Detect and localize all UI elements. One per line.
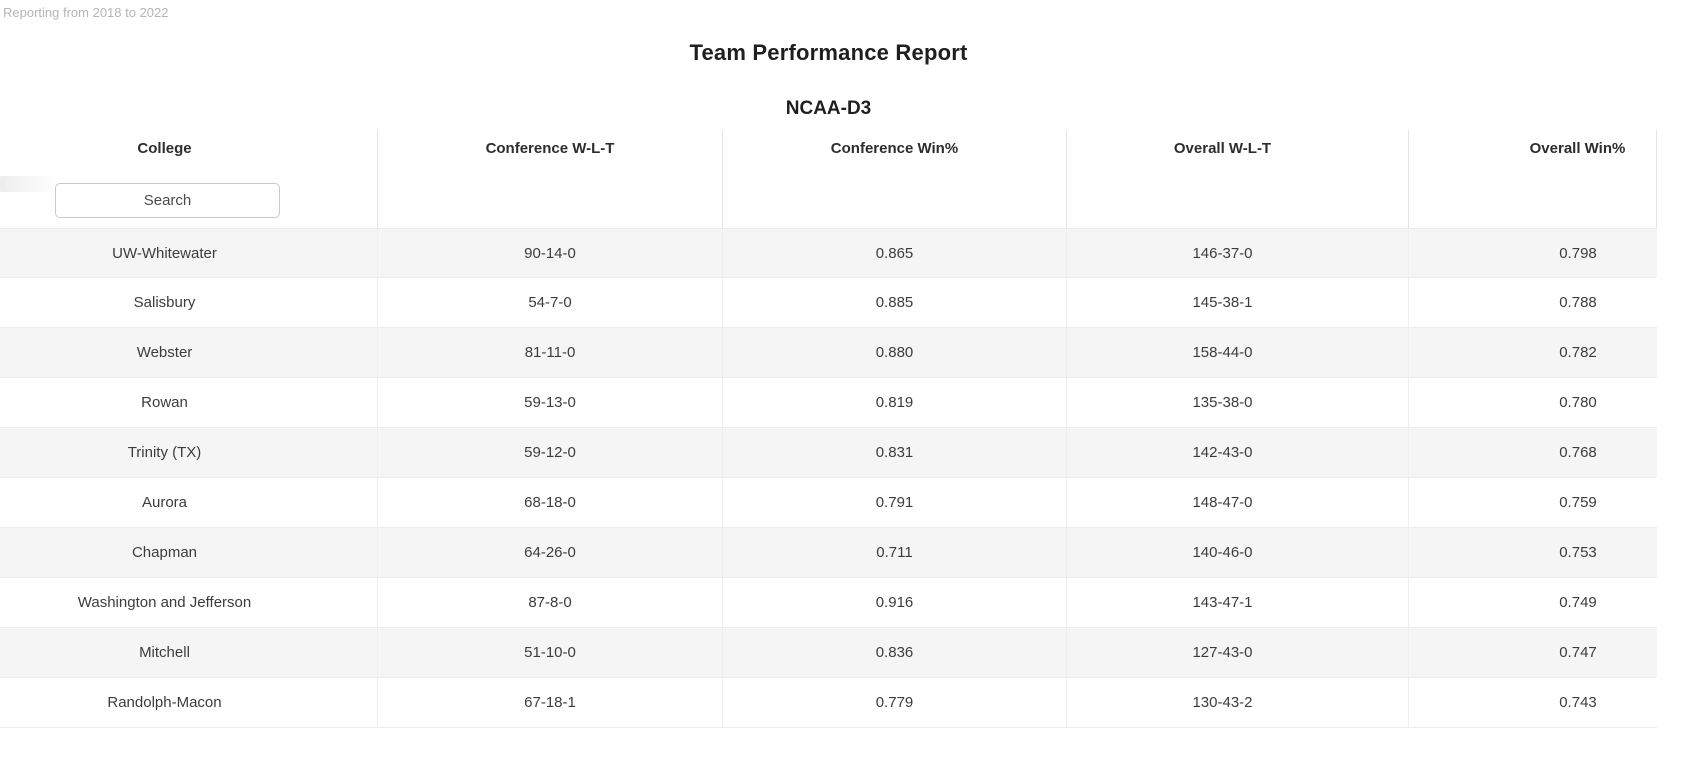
cell-overall-wlt: 148-47-0 — [1067, 478, 1409, 527]
table-row: Webster 81-11-0 0.880 158-44-0 0.782 — [0, 328, 1657, 378]
page-subtitle: NCAA-D3 — [785, 98, 872, 119]
cell-college: Aurora — [0, 478, 378, 527]
cell-conference-winpct: 0.916 — [723, 578, 1067, 627]
table-row: Mitchell 51-10-0 0.836 127-43-0 0.747 — [0, 628, 1657, 678]
cell-conference-wlt: 81-11-0 — [378, 328, 723, 377]
table-row: Randolph-Macon 67-18-1 0.779 130-43-2 0.… — [0, 678, 1657, 728]
column-header-overall-winpct: Overall Win% — [1409, 130, 1657, 228]
cell-overall-winpct: 0.743 — [1559, 694, 1597, 711]
cell-overall-winpct: 0.759 — [1559, 494, 1597, 511]
cell-overall-winpct: 0.798 — [1559, 244, 1597, 262]
search-input[interactable] — [55, 183, 280, 218]
cell-overall-wlt: 158-44-0 — [1067, 328, 1409, 377]
cell-overall-wlt: 142-43-0 — [1067, 428, 1409, 477]
cell-overall-wlt: 143-47-1 — [1067, 578, 1409, 627]
column-header-conference-wlt: Conference W-L-T — [378, 130, 723, 228]
table-row: Aurora 68-18-0 0.791 148-47-0 0.759 — [0, 478, 1657, 528]
table-row: Chapman 64-26-0 0.711 140-46-0 0.753 — [0, 528, 1657, 578]
reporting-range-note: Reporting from 2018 to 2022 — [3, 5, 169, 20]
table-row: Washington and Jefferson 87-8-0 0.916 14… — [0, 578, 1657, 628]
cell-conference-winpct: 0.831 — [723, 428, 1067, 477]
column-header-overall-wlt: Overall W-L-T — [1067, 130, 1409, 228]
page-title: Team Performance Report — [689, 40, 968, 65]
cell-overall-winpct: 0.768 — [1559, 444, 1597, 461]
table-body: UW-Whitewater 90-14-0 0.865 146-37-0 0.7… — [0, 228, 1657, 728]
cell-college: Rowan — [0, 378, 378, 427]
cell-college: Mitchell — [0, 628, 378, 677]
cell-college: Washington and Jefferson — [0, 578, 378, 627]
cell-overall-winpct: 0.749 — [1559, 594, 1597, 611]
cell-conference-winpct: 0.779 — [723, 678, 1067, 727]
cell-conference-winpct: 0.836 — [723, 628, 1067, 677]
cell-conference-winpct: 0.791 — [723, 478, 1067, 527]
cell-college: Chapman — [0, 528, 378, 577]
cell-overall-wlt: 146-37-0 — [1067, 229, 1409, 277]
cell-college: Randolph-Macon — [0, 678, 378, 727]
table-header-row: College Conference W-L-T Conference Win%… — [0, 130, 1657, 228]
cell-overall-winpct: 0.747 — [1559, 644, 1597, 661]
cell-conference-winpct: 0.885 — [723, 278, 1067, 327]
cell-conference-wlt: 90-14-0 — [378, 229, 723, 277]
column-header-college: College — [0, 130, 378, 228]
cell-college: UW-Whitewater — [0, 229, 378, 277]
college-search-box — [55, 183, 280, 218]
cell-overall-winpct: 0.788 — [1559, 294, 1597, 311]
cell-conference-winpct: 0.880 — [723, 328, 1067, 377]
cell-conference-winpct: 0.865 — [723, 229, 1067, 277]
cell-overall-winpct: 0.753 — [1559, 544, 1597, 561]
cell-conference-wlt: 68-18-0 — [378, 478, 723, 527]
left-edge-shadow — [0, 176, 58, 192]
cell-conference-wlt: 59-12-0 — [378, 428, 723, 477]
table-row: Salisbury 54-7-0 0.885 145-38-1 0.788 — [0, 278, 1657, 328]
cell-conference-wlt: 59-13-0 — [378, 378, 723, 427]
cell-college: Webster — [0, 328, 378, 377]
cell-college: Salisbury — [0, 278, 378, 327]
cell-conference-wlt: 51-10-0 — [378, 628, 723, 677]
cell-conference-wlt: 54-7-0 — [378, 278, 723, 327]
team-performance-table: College Conference W-L-T Conference Win%… — [0, 130, 1657, 728]
cell-overall-wlt: 130-43-2 — [1067, 678, 1409, 727]
cell-conference-wlt: 64-26-0 — [378, 528, 723, 577]
cell-conference-winpct: 0.819 — [723, 378, 1067, 427]
report-header: Team Performance Report NCAA-D3 — [0, 0, 1657, 120]
cell-overall-wlt: 145-38-1 — [1067, 278, 1409, 327]
cell-overall-wlt: 140-46-0 — [1067, 528, 1409, 577]
cell-conference-wlt: 87-8-0 — [378, 578, 723, 627]
table-row: Rowan 59-13-0 0.819 135-38-0 0.780 — [0, 378, 1657, 428]
cell-overall-wlt: 127-43-0 — [1067, 628, 1409, 677]
cell-overall-winpct: 0.782 — [1559, 344, 1597, 361]
cell-conference-wlt: 67-18-1 — [378, 678, 723, 727]
column-header-conference-winpct: Conference Win% — [723, 130, 1067, 228]
table-row: Trinity (TX) 59-12-0 0.831 142-43-0 0.76… — [0, 428, 1657, 478]
cell-conference-winpct: 0.711 — [723, 528, 1067, 577]
cell-college: Trinity (TX) — [0, 428, 378, 477]
table-row: UW-Whitewater 90-14-0 0.865 146-37-0 0.7… — [0, 228, 1657, 278]
cell-overall-winpct: 0.780 — [1559, 394, 1597, 411]
cell-overall-wlt: 135-38-0 — [1067, 378, 1409, 427]
